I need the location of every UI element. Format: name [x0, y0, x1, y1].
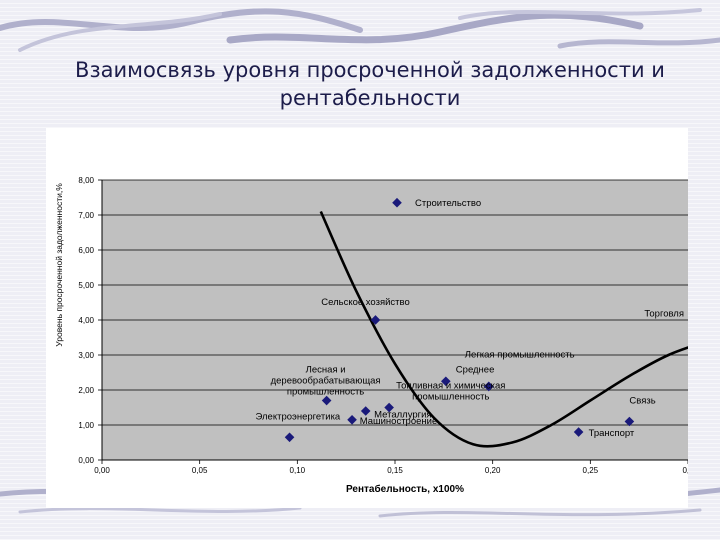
data-point-marker [360, 406, 371, 416]
scatter-chart: 0,00 1,00 2,00 3,00 4,00 5,00 6,00 7,00 8,00 0,00… [54, 176, 688, 495]
point-label: Металлургия [374, 410, 431, 421]
x-tick-label: 0,20 [485, 466, 501, 475]
point-label-line: Связь [629, 396, 655, 407]
trendline-group [319, 210, 688, 448]
point-label: Связь [629, 396, 655, 407]
y-tick-label: 2,00 [78, 386, 94, 395]
x-tick-label: 0,05 [192, 466, 208, 475]
y-tick-label: 1,00 [78, 421, 94, 430]
point-label-line: Топливная и химическая [396, 381, 505, 392]
chart-container: 0,00 1,00 2,00 3,00 4,00 5,00 6,00 7,00 8,00 0,00… [46, 128, 688, 508]
x-axis-title: Рентабельность, x100% [346, 483, 464, 495]
point-label: Транспорт [589, 428, 635, 439]
x-tick-label: 0,3 [682, 466, 688, 475]
trendline-curve [319, 210, 688, 448]
x-tick-label: 0,25 [583, 466, 599, 475]
point-label: Машиностроение [360, 416, 438, 427]
x-tick-label: 0,15 [387, 466, 403, 475]
y-tick-label: 0,00 [78, 456, 94, 465]
point-label-line: промышленность [287, 387, 364, 398]
slide-title-line-2: рентабельности [279, 86, 461, 110]
axes: 0,00 1,00 2,00 3,00 4,00 5,00 6,00 7,00 8,00 0,00… [78, 176, 688, 475]
slide-title-line-1: Взаимосвязь уровня просроченной задолжен… [75, 58, 665, 82]
y-tick-label: 8,00 [78, 176, 94, 185]
point-label: Среднее [456, 364, 495, 375]
point-label-line: Легкая промышленность [465, 350, 575, 361]
point-label-line: Электроэнергетика [256, 411, 341, 422]
data-point-marker [573, 427, 584, 437]
point-label: Легкая промышленность [465, 350, 575, 361]
slide-title: Взаимосвязь уровня просроченной задолжен… [40, 56, 700, 112]
y-tick-label: 4,00 [78, 316, 94, 325]
point-label-line: Сельское хозяйство [321, 297, 410, 308]
point-label-line: промышленность [412, 392, 489, 403]
data-point-marker [624, 416, 635, 427]
point-label: Лесная и деревообрабатывающая промышленнос… [271, 365, 381, 398]
axis-titles: Рентабельность, x100% Уровень просроченно… [54, 183, 464, 495]
x-tick-label: 0,10 [290, 466, 306, 475]
point-label: Электроэнергетика [256, 411, 341, 422]
y-tick-label: 3,00 [78, 351, 94, 360]
x-tick-label: 0,00 [94, 466, 110, 475]
point-label: Торговля [644, 309, 684, 320]
data-point-marker [284, 432, 295, 443]
data-point-marker [384, 402, 394, 413]
point-label: Топливная и химическая промышленность [396, 381, 505, 403]
y-axis-title: Уровень просроченной задолженности,% [54, 183, 64, 347]
point-label-line: Машиностроение [360, 416, 438, 427]
point-label: Строительство [415, 198, 481, 209]
point-label-line: деревообрабатывающая [271, 376, 381, 387]
point-label-line: Металлургия [374, 410, 431, 421]
point-label-line: Торговля [644, 309, 684, 320]
point-label-line: Транспорт [589, 428, 635, 439]
point-label-line: Среднее [456, 364, 495, 375]
point-label-line: Строительство [415, 198, 481, 209]
point-label: Сельское хозяйство [321, 297, 410, 308]
y-tick-label: 6,00 [78, 246, 94, 255]
point-label-line: Лесная и [306, 365, 346, 376]
y-tick-label: 7,00 [78, 211, 94, 220]
data-point-marker [370, 315, 381, 325]
data-point-marker [392, 197, 402, 208]
y-tick-label: 5,00 [78, 281, 94, 290]
decorative-top-border [0, 8, 720, 52]
